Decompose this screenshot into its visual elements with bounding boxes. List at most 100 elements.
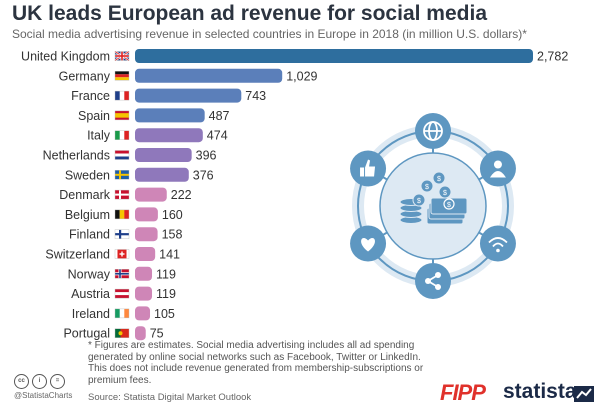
bar [135,88,242,103]
fipp-logo: FIPP [440,380,486,405]
category-label: France [71,89,110,103]
money-icon: $$$$$ [399,171,468,225]
flag-icon [114,71,130,81]
category-label: Italy [87,129,111,143]
bar-row: Netherlands 396 [43,148,217,163]
bar-row: Norway 119 [68,266,176,281]
svg-text:$: $ [425,184,429,191]
svg-text:$: $ [417,198,421,205]
no-derivatives-icon: = [50,374,65,389]
heart-icon [350,225,387,262]
flag-icon [114,90,130,101]
value-label: 1,029 [286,69,317,83]
flag-icon [114,269,130,279]
bar [135,128,203,143]
attribution-icon: i [32,374,47,389]
bar-row: Austria 119 [71,286,176,301]
source-note: Source: Statista Digital Market Outlook [88,392,252,403]
category-label: Sweden [65,168,110,182]
value-label: 119 [156,267,176,281]
bar [135,187,167,202]
bar-row: France 743 [71,88,266,103]
flag-icon [114,308,130,319]
category-label: Ireland [72,307,110,321]
svg-text:$: $ [447,202,451,209]
social-network-illustration: $$$$$ [350,113,516,299]
value-label: 119 [156,287,176,301]
statista-logo-mark [574,386,594,402]
thumbs-up-icon [350,150,387,187]
category-label: Germany [59,69,111,83]
footnote: * Figures are estimates. Social media ad… [88,340,424,386]
bar [135,167,189,182]
value-label: 396 [196,149,217,163]
bar [135,266,153,281]
bar [135,148,192,162]
globe-icon [415,113,451,149]
bar-row: Italy 474 [87,128,228,143]
bar [135,108,205,123]
bar [135,49,533,63]
category-label: Switzerland [45,248,110,262]
value-label: 743 [245,89,266,103]
category-label: Denmark [59,188,110,202]
flag-icon [114,110,130,121]
user-icon [479,150,516,187]
bar-row: Ireland 105 [72,306,175,321]
flag-icon [114,130,130,140]
category-label: Spain [78,109,110,123]
chart-subtitle: Social media advertising revenue in sele… [12,27,527,41]
bar [135,306,151,321]
value-label: 222 [171,188,192,202]
category-label: Netherlands [43,149,110,163]
flag-icon [114,189,130,200]
flag-icon [114,328,130,338]
bar-row: Belgium 160 [65,207,183,222]
value-label: 141 [159,248,180,262]
svg-text:$: $ [443,190,447,197]
category-label: Norway [68,267,111,281]
cc-icon: cc [14,374,29,389]
svg-text:$: $ [437,176,441,183]
flag-icon [114,229,130,239]
statista-handle: @StatistaCharts [14,391,73,400]
chart-title: UK leads European ad revenue for social … [12,2,487,25]
bar [135,227,158,242]
bar [135,68,283,83]
value-label: 158 [162,228,183,242]
category-label: Belgium [65,208,110,222]
value-label: 474 [207,129,228,143]
bar-row: Portugal 75 [63,326,164,341]
value-label: 160 [162,208,183,222]
bar-row: Germany 1,029 [59,68,318,83]
wifi-icon [479,225,516,262]
flag-icon [114,209,130,220]
value-label: 105 [154,307,175,321]
value-label: 487 [209,109,230,123]
bar-row: United Kingdom 2,782 [21,49,568,64]
value-label: 376 [193,168,214,182]
category-label: United Kingdom [21,50,110,64]
bar-row: Finland 158 [69,227,183,242]
flag-icon [114,170,130,180]
bar-row: Sweden 376 [65,167,214,182]
category-label: Portugal [63,327,110,341]
bar [135,207,158,222]
bar-row: Denmark 222 [59,187,192,202]
bar [135,326,146,341]
statista-logo: statista [503,380,577,403]
value-label: 75 [150,327,164,341]
bar [135,286,153,301]
value-label: 2,782 [537,50,568,64]
creative-commons-icons: cc i = [14,374,65,389]
share-icon [415,263,451,299]
flag-icon [114,249,130,259]
flag-icon [114,150,130,160]
bar [135,247,156,261]
category-label: Austria [71,287,110,301]
flag-icon [114,288,130,299]
flag-icon [114,50,130,62]
category-label: Finland [69,228,110,242]
bar-row: Switzerland 141 [45,247,180,262]
